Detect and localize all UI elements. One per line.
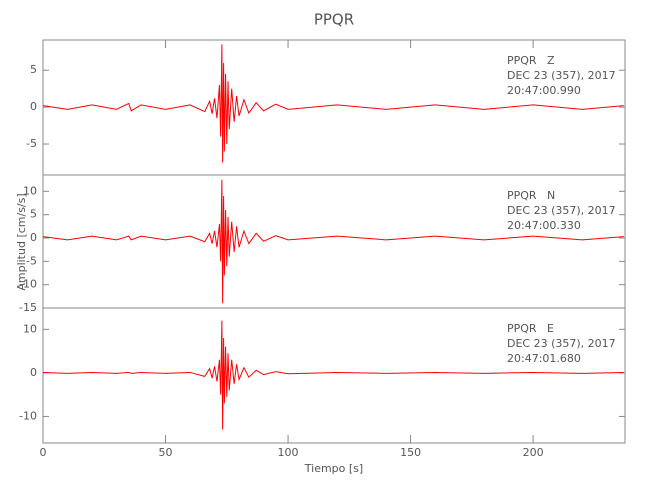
y-tick-label: -5 [26, 137, 37, 150]
y-tick-label: 0 [30, 100, 37, 113]
y-tick-label: 10 [23, 184, 37, 197]
annotation: PPQR E [507, 322, 554, 335]
annotation: 20:47:00.330 [507, 219, 581, 232]
trace [42, 44, 624, 163]
annotation: PPQR N [507, 189, 555, 202]
y-tick-label: -10 [19, 278, 37, 291]
x-tick-label: 0 [40, 446, 47, 459]
y-tick-label: 5 [30, 208, 37, 221]
panel-frame [42, 307, 626, 444]
annotation: DEC 23 (357), 2017 [507, 69, 616, 82]
x-tick-label: 100 [278, 446, 299, 459]
y-tick-label: 0 [30, 366, 37, 379]
y-tick-label: -5 [26, 254, 37, 267]
annotation: DEC 23 (357), 2017 [507, 204, 616, 217]
x-tick-label: 200 [523, 446, 544, 459]
x-tick-label: 150 [400, 446, 421, 459]
annotation: DEC 23 (357), 2017 [507, 337, 616, 350]
annotation: PPQR Z [507, 54, 555, 67]
annotation: 20:47:01.680 [507, 352, 581, 365]
y-tick-label: -10 [19, 409, 37, 422]
chart-title: PPQR [314, 11, 354, 29]
y-axis-label: Amplitud [cm/s/s] [15, 193, 28, 290]
x-tick-label: 50 [159, 446, 173, 459]
trace [42, 320, 624, 430]
y-tick-label: 10 [23, 322, 37, 335]
y-tick-label: 5 [30, 63, 37, 76]
y-tick-label: -15 [19, 301, 37, 314]
annotation: 20:47:00.990 [507, 84, 581, 97]
trace [42, 179, 624, 304]
y-tick-label: 0 [30, 231, 37, 244]
x-axis-label: Tiempo [s] [304, 462, 363, 475]
